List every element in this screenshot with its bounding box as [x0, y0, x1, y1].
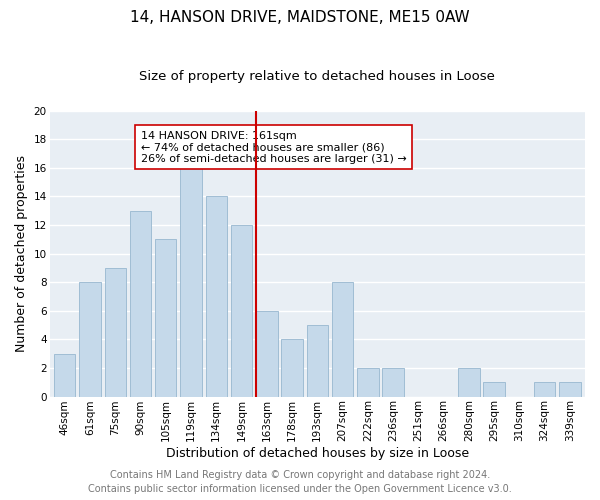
Bar — [281, 340, 303, 396]
Bar — [382, 368, 404, 396]
Bar — [206, 196, 227, 396]
Bar — [130, 210, 151, 396]
Bar — [104, 268, 126, 396]
Bar — [357, 368, 379, 396]
Bar — [307, 325, 328, 396]
Title: Size of property relative to detached houses in Loose: Size of property relative to detached ho… — [139, 70, 495, 83]
Text: Contains HM Land Registry data © Crown copyright and database right 2024.
Contai: Contains HM Land Registry data © Crown c… — [88, 470, 512, 494]
Bar — [256, 310, 278, 396]
Bar — [332, 282, 353, 397]
Bar — [484, 382, 505, 396]
Bar — [54, 354, 76, 397]
Bar — [559, 382, 581, 396]
Bar — [458, 368, 479, 396]
Y-axis label: Number of detached properties: Number of detached properties — [15, 155, 28, 352]
Bar — [155, 239, 176, 396]
X-axis label: Distribution of detached houses by size in Loose: Distribution of detached houses by size … — [166, 447, 469, 460]
Text: 14 HANSON DRIVE: 161sqm
← 74% of detached houses are smaller (86)
26% of semi-de: 14 HANSON DRIVE: 161sqm ← 74% of detache… — [140, 130, 406, 164]
Bar — [231, 225, 252, 396]
Text: 14, HANSON DRIVE, MAIDSTONE, ME15 0AW: 14, HANSON DRIVE, MAIDSTONE, ME15 0AW — [130, 10, 470, 25]
Bar — [180, 154, 202, 396]
Bar — [534, 382, 556, 396]
Bar — [79, 282, 101, 397]
